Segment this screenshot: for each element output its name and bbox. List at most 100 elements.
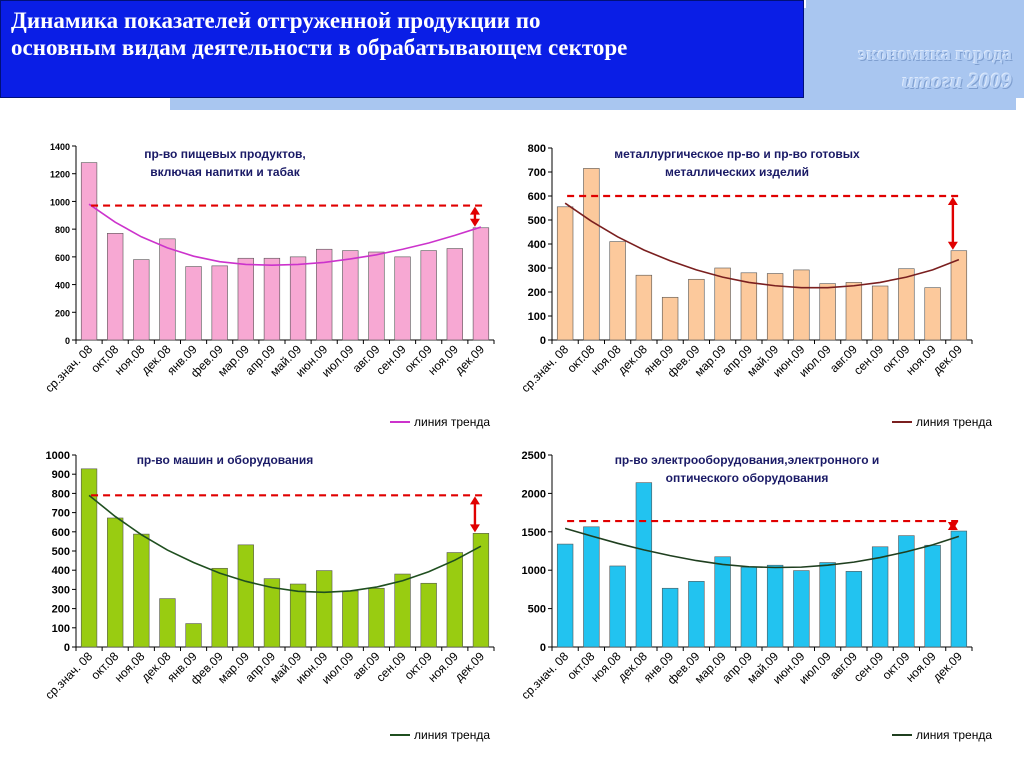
y-tick-label: 0 xyxy=(65,336,70,346)
chart-title: пр-во машин и оборудования xyxy=(137,453,314,467)
gap-arrow-head-down xyxy=(469,524,480,533)
bar xyxy=(950,250,968,341)
bar xyxy=(714,556,731,648)
gap-arrow-head-down xyxy=(947,522,958,531)
y-tick-label: 2500 xyxy=(522,450,546,462)
trend-line xyxy=(564,202,960,289)
bar xyxy=(159,238,176,341)
bar xyxy=(368,251,385,341)
page-title-line1: Динамика показателей отгруженной продукц… xyxy=(11,8,541,33)
chart-title: пр-во электрооборудования,электронного и xyxy=(615,453,880,467)
y-tick-label: 1200 xyxy=(50,170,70,180)
x-tick-label: сен.09 xyxy=(851,342,887,378)
bar xyxy=(472,227,490,341)
bar xyxy=(924,544,941,648)
y-tick-label: 0 xyxy=(540,642,546,654)
chart-title: включая напитки и табак xyxy=(150,165,300,179)
bar xyxy=(472,533,490,648)
bar xyxy=(263,257,281,341)
bar xyxy=(740,566,758,648)
chart-svg: 0 100 200 300 400 500 600 700 800 900 1000 ср.знач.… xyxy=(42,450,495,742)
y-tick-label: 800 xyxy=(55,225,70,235)
bar xyxy=(898,268,915,341)
y-tick-label: 800 xyxy=(52,488,70,500)
bar xyxy=(211,567,228,648)
bar xyxy=(766,564,784,648)
y-tick-label: 600 xyxy=(528,191,546,203)
bar xyxy=(289,256,307,341)
x-tick-label: сен.09 xyxy=(373,342,409,378)
bar xyxy=(688,278,705,341)
bar xyxy=(556,206,574,341)
bar xyxy=(237,257,254,341)
x-tick-label: дек.09 xyxy=(930,649,965,684)
bar xyxy=(185,623,202,648)
y-tick-label: 400 xyxy=(55,281,70,291)
y-tick-label: 700 xyxy=(528,167,546,179)
chart-machinery: 0 100 200 300 400 500 600 700 800 900 1000 ср.знач.… xyxy=(10,443,510,748)
bar xyxy=(583,168,600,341)
bar xyxy=(819,562,836,648)
bar xyxy=(950,530,968,648)
bar xyxy=(446,248,463,341)
x-tick-label: ноя.08 xyxy=(588,342,624,378)
x-tick-label: ср.знач. 08 xyxy=(518,649,571,702)
bar xyxy=(80,468,98,648)
y-tick-label: 800 xyxy=(528,143,546,155)
y-tick-label: 400 xyxy=(528,239,546,251)
y-tick-label: 600 xyxy=(52,527,70,539)
gap-arrow-head-up xyxy=(947,197,958,205)
bar xyxy=(556,543,574,648)
bar xyxy=(845,571,863,648)
bar xyxy=(635,482,653,648)
x-tick-label: ноя.09 xyxy=(903,649,939,685)
bar xyxy=(316,248,333,341)
bar xyxy=(661,296,679,341)
bar xyxy=(80,162,98,341)
logo-box: экономика города итоги 2009 xyxy=(806,0,1024,98)
bar xyxy=(211,265,228,341)
page-title-line2: основным видам деятельности в обрабатыва… xyxy=(11,35,628,60)
y-tick-label: 0 xyxy=(540,335,546,347)
bar xyxy=(289,583,307,648)
y-tick-label: 100 xyxy=(528,311,546,323)
x-tick-label: ср.знач. 08 xyxy=(518,342,571,395)
chart-title: металлургическое пр-во и пр-во готовых xyxy=(614,147,860,161)
y-tick-label: 1000 xyxy=(50,197,70,207)
bar xyxy=(609,241,626,341)
bar xyxy=(898,535,915,648)
trend-line xyxy=(88,203,482,266)
chart-electrical-equipment: 0 500 1000 1500 2000 2500 ср.знач. 08 окт.08 ноя… xyxy=(512,443,1012,748)
x-tick-label: ноя.08 xyxy=(588,649,624,685)
y-tick-label: 900 xyxy=(52,469,70,481)
legend-label: линия тренда xyxy=(414,415,490,429)
y-tick-label: 300 xyxy=(528,263,546,275)
bar xyxy=(133,259,150,341)
bar xyxy=(740,272,758,341)
y-tick-label: 0 xyxy=(64,642,70,654)
bar xyxy=(107,517,124,648)
logo-text-line2: итоги 2009 xyxy=(902,68,1012,93)
bar xyxy=(924,287,941,341)
x-tick-label: сен.09 xyxy=(373,649,409,685)
bar xyxy=(185,266,202,341)
bar xyxy=(661,587,679,648)
bar xyxy=(394,573,411,648)
chart-title: пр-во пищевых продуктов, xyxy=(144,147,305,161)
y-tick-label: 500 xyxy=(528,215,546,227)
y-tick-label: 400 xyxy=(52,565,70,577)
y-tick-label: 1400 xyxy=(50,142,70,152)
y-tick-label: 1000 xyxy=(522,565,546,577)
legend-label: линия тренда xyxy=(414,728,490,742)
gap-arrow-head-up xyxy=(469,206,480,215)
y-tick-label: 200 xyxy=(52,604,70,616)
bar xyxy=(133,533,150,648)
y-tick-label: 700 xyxy=(52,508,70,520)
bar xyxy=(871,546,889,648)
gap-arrow-head-up xyxy=(469,496,480,505)
bar xyxy=(793,269,810,341)
bar xyxy=(845,282,863,341)
